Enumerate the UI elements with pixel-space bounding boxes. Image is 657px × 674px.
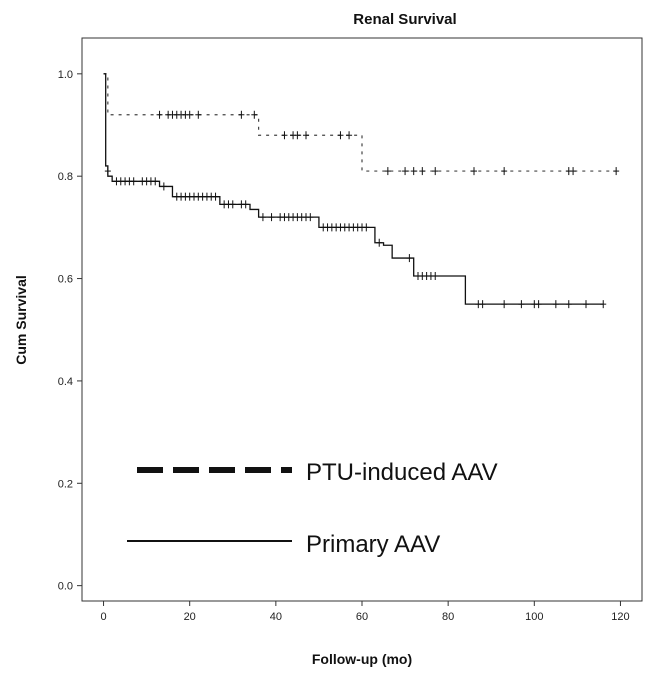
legend-label-primary: Primary AAV (306, 531, 440, 558)
censor-mark-primary (104, 167, 111, 176)
censor-mark-ptu-induced (471, 167, 477, 176)
censor-mark-ptu-induced (156, 110, 163, 119)
censor-mark-primary (479, 300, 486, 309)
x-tick-label: 120 (611, 611, 629, 623)
censor-mark-ptu-induced (186, 110, 193, 119)
censor-mark-primary (268, 213, 275, 222)
censor-mark-ptu-induced (501, 167, 508, 176)
plot-frame (81, 37, 643, 602)
censor-mark-primary (518, 300, 525, 309)
censor-mark-primary (565, 300, 572, 309)
censor-mark-ptu-induced (432, 167, 439, 176)
x-tick-label: 100 (525, 611, 543, 623)
censor-mark-primary (600, 300, 607, 309)
y-axis-label: Cum Survival (13, 275, 29, 364)
censor-mark-ptu-induced (410, 167, 417, 176)
censor-mark-ptu-induced (337, 131, 344, 140)
censor-mark-primary (583, 300, 589, 309)
censor-mark-primary (152, 177, 159, 186)
censor-mark-primary (552, 300, 559, 309)
censor-mark-ptu-induced (613, 167, 620, 176)
y-tick-label: 0.8 (58, 171, 73, 183)
censor-mark-ptu-induced (281, 131, 288, 140)
legend-label-ptu: PTU-induced AAV (306, 459, 498, 486)
censor-mark-ptu-induced (384, 167, 391, 176)
series-layer (103, 73, 620, 309)
survival-curve-primary (103, 73, 604, 305)
y-tick-label: 0.2 (58, 478, 73, 490)
censor-mark-primary (307, 213, 314, 222)
censor-mark-primary (229, 200, 236, 209)
x-axis-label: Follow-up (mo) (312, 651, 412, 667)
censor-mark-ptu-induced (251, 110, 258, 119)
x-tick-label: 40 (270, 611, 282, 623)
censor-mark-ptu-induced (402, 167, 409, 176)
censor-mark-ptu-induced (570, 167, 577, 176)
censor-mark-primary (242, 200, 249, 209)
censor-mark-primary (259, 213, 266, 222)
censor-mark-ptu-induced (346, 131, 353, 140)
y-tick-label: 0.6 (58, 274, 73, 286)
censor-mark-primary (432, 271, 439, 280)
censor-mark-primary (501, 300, 508, 309)
x-tick-label: 80 (442, 611, 454, 623)
censor-mark-ptu-induced (195, 110, 202, 119)
y-tick-label: 0.0 (58, 581, 73, 593)
y-tick-label: 1.0 (58, 69, 73, 81)
censor-mark-primary (406, 254, 413, 263)
censor-mark-ptu-induced (419, 167, 426, 176)
censor-mark-primary (212, 192, 219, 201)
x-tick-label: 60 (356, 611, 368, 623)
censor-mark-primary (363, 223, 370, 232)
x-axis: 0 20 40 60 80 100 120 (100, 601, 630, 623)
legend: PTU-induced AAV Primary AAV (127, 459, 498, 558)
survival-curve-ptu-induced (103, 73, 617, 172)
censor-mark-primary (130, 177, 137, 186)
y-axis: 0.0 0.2 0.4 0.6 0.8 1.0 (58, 69, 82, 593)
y-tick-label: 0.4 (58, 376, 73, 388)
censor-mark-primary (160, 182, 167, 191)
censor-mark-ptu-induced (294, 131, 301, 140)
censor-mark-primary (376, 238, 383, 247)
chart-title: Renal Survival (353, 11, 456, 28)
censor-mark-ptu-induced (238, 110, 245, 119)
x-tick-label: 20 (184, 611, 196, 623)
x-tick-label: 0 (100, 611, 106, 623)
censor-mark-primary (535, 300, 542, 309)
censor-mark-ptu-induced (303, 131, 309, 140)
